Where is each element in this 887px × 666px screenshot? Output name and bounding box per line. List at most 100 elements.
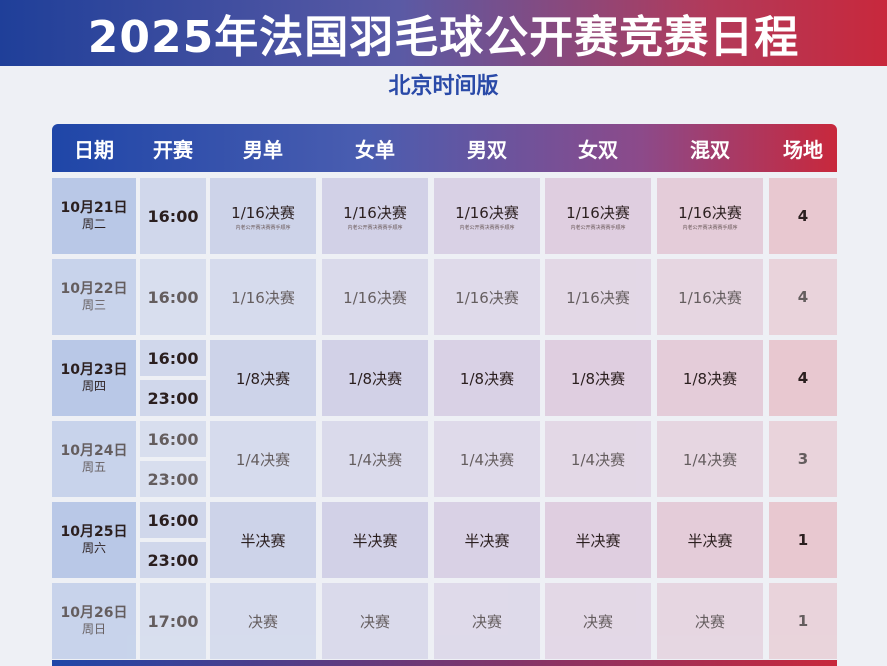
round-cell-womens-doubles: 1/16决赛 (545, 259, 651, 335)
round-cell-womens-doubles: 1/8决赛 (545, 340, 651, 416)
round-text: 1/16决赛 (455, 203, 519, 222)
round-text: 1/4决赛 (459, 450, 515, 469)
round-text: 1/8决赛 (459, 369, 515, 388)
header-col-mens-singles: 男单 (243, 137, 283, 162)
round-note: 内老公开赛决赛赛手顺序 (682, 224, 738, 231)
round-text: 1/8决赛 (235, 369, 291, 388)
weekday-text: 周五 (81, 460, 106, 474)
round-text: 决赛 (694, 612, 725, 631)
round-text: 决赛 (247, 612, 278, 631)
round-cell-mixed-doubles: 决赛 (657, 583, 763, 659)
round-text: 1/4决赛 (235, 450, 291, 469)
table-header: 日期 开赛 男单 女单 男双 女双 混双 场地 (52, 124, 837, 172)
round-text: 半决赛 (687, 531, 733, 550)
start-time: 23:00 (140, 380, 206, 416)
round-cell-mens-singles: 1/16决赛内老公开赛决赛赛手顺序 (210, 178, 316, 254)
header-col-womens-singles: 女单 (355, 137, 395, 162)
date-text: 10月23日 (60, 362, 128, 378)
date-text: 10月21日 (60, 200, 128, 216)
round-cell-womens-singles: 决赛 (322, 583, 428, 659)
round-text: 1/16决赛 (343, 203, 407, 222)
header-col-date: 日期 (74, 137, 114, 162)
date-cell: 10月26日 周日 (52, 583, 136, 659)
round-text: 1/4决赛 (570, 450, 626, 469)
round-text: 半决赛 (352, 531, 398, 550)
start-time: 23:00 (140, 542, 206, 578)
round-text: 1/16决赛 (231, 203, 295, 222)
round-text: 1/16决赛 (343, 288, 407, 307)
round-cell-womens-singles: 1/16决赛 (322, 259, 428, 335)
schedule-table: 日期 开赛 男单 女单 男双 女双 混双 场地 10月21日 周二 16:00 1/16决赛 内老公开… (52, 124, 837, 666)
start-time: 17:00 (140, 583, 206, 659)
date-text: 10月22日 (60, 281, 128, 297)
courts-cell: 4 (769, 340, 837, 416)
weekday-text: 周日 (81, 622, 106, 636)
weekday-text: 周三 (81, 298, 106, 312)
round-cell-womens-singles: 1/8决赛 (322, 340, 428, 416)
date-cell: 10月21日 周二 (52, 178, 136, 254)
header-col-mens-doubles: 男双 (467, 137, 507, 162)
round-cell-mixed-doubles: 半决赛 (657, 502, 763, 578)
weekday-text: 周六 (81, 541, 106, 555)
round-text: 1/16决赛 (678, 288, 742, 307)
round-cell-mens-doubles: 1/16决赛内老公开赛决赛赛手顺序 (434, 178, 540, 254)
round-text: 决赛 (471, 612, 502, 631)
round-text: 1/16决赛 (455, 288, 519, 307)
date-cell: 10月23日 周四 (52, 340, 136, 416)
round-cell-mens-doubles: 1/16决赛 (434, 259, 540, 335)
date-cell: 10月22日 周三 (52, 259, 136, 335)
round-text: 半决赛 (240, 531, 286, 550)
round-cell-womens-singles: 半决赛 (322, 502, 428, 578)
start-time: 16:00 (140, 259, 206, 335)
courts-cell: 4 (769, 178, 837, 254)
courts-cell: 4 (769, 259, 837, 335)
page-subtitle: 北京时间版 (388, 74, 499, 99)
round-text: 决赛 (359, 612, 390, 631)
date-text: 10月24日 (60, 443, 128, 459)
round-cell-mens-doubles: 1/8决赛 (434, 340, 540, 416)
round-cell-mixed-doubles: 1/16决赛内老公开赛决赛赛手顺序 (657, 178, 763, 254)
round-text: 1/4决赛 (682, 450, 738, 469)
round-cell-womens-doubles: 决赛 (545, 583, 651, 659)
round-text: 半决赛 (464, 531, 510, 550)
round-note: 内老公开赛决赛赛手顺序 (570, 224, 626, 231)
round-cell-womens-doubles: 1/4决赛 (545, 421, 651, 497)
round-text: 1/16决赛 (566, 288, 630, 307)
round-cell-mixed-doubles: 1/4决赛 (657, 421, 763, 497)
date-cell: 10月25日 周六 (52, 502, 136, 578)
round-cell-mens-doubles: 半决赛 (434, 502, 540, 578)
round-text: 半决赛 (575, 531, 621, 550)
date-text: 10月25日 (60, 524, 128, 540)
header-col-courts: 场地 (783, 137, 823, 162)
round-cell-womens-singles: 1/16决赛 内老公开赛决赛赛手顺序 (322, 178, 428, 254)
round-cell-mens-doubles: 1/4决赛 (434, 421, 540, 497)
round-text: 1/8决赛 (570, 369, 626, 388)
round-note: 内老公开赛决赛赛手顺序 (459, 224, 515, 231)
round-text: 1/8决赛 (347, 369, 403, 388)
round-text: 1/8决赛 (682, 369, 738, 388)
title-banner: 2025年法国羽毛球公开赛竞赛日程 (0, 0, 887, 66)
round-cell-mens-singles: 1/4决赛 (210, 421, 316, 497)
courts-cell: 1 (769, 502, 837, 578)
weekday-text: 周二 (81, 217, 106, 231)
bottom-bar (52, 660, 837, 666)
date-cell: 10月24日 周五 (52, 421, 136, 497)
round-text: 1/16决赛 (678, 203, 742, 222)
round-cell-womens-doubles: 半决赛 (545, 502, 651, 578)
round-cell-mixed-doubles: 1/8决赛 (657, 340, 763, 416)
start-time: 16:00 (140, 421, 206, 457)
round-cell-mixed-doubles: 1/16决赛 (657, 259, 763, 335)
round-text: 决赛 (582, 612, 613, 631)
start-time: 16:00 (140, 178, 206, 254)
header-col-womens-doubles: 女双 (578, 137, 618, 162)
round-cell-womens-doubles: 1/16决赛 内老公开赛决赛赛手顺序 (545, 178, 651, 254)
round-cell-mens-doubles: 决赛 (434, 583, 540, 659)
round-note: 内老公开赛决赛赛手顺序 (235, 224, 291, 231)
date-text: 10月26日 (60, 605, 128, 621)
header-col-start: 开赛 (153, 137, 193, 162)
round-text: 1/4决赛 (347, 450, 403, 469)
round-cell-mens-singles: 1/8决赛 (210, 340, 316, 416)
round-cell-mens-singles: 半决赛 (210, 502, 316, 578)
weekday-text: 周四 (81, 379, 106, 393)
page-title: 2025年法国羽毛球公开赛竞赛日程 (87, 12, 800, 63)
